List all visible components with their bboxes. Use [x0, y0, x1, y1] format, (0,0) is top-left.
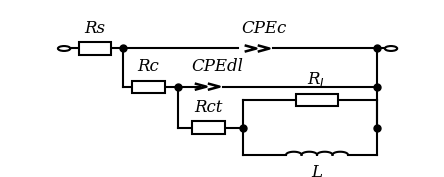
- FancyBboxPatch shape: [192, 121, 225, 134]
- FancyBboxPatch shape: [297, 94, 337, 106]
- FancyBboxPatch shape: [132, 81, 165, 93]
- Text: Rct: Rct: [194, 99, 223, 116]
- Text: L: L: [312, 164, 322, 177]
- Text: CPEdl: CPEdl: [191, 58, 243, 75]
- Text: Rs: Rs: [84, 20, 106, 37]
- Text: CPEc: CPEc: [241, 20, 286, 37]
- Text: R$_L$: R$_L$: [307, 70, 327, 89]
- FancyBboxPatch shape: [79, 42, 111, 55]
- Text: Rc: Rc: [138, 58, 159, 75]
